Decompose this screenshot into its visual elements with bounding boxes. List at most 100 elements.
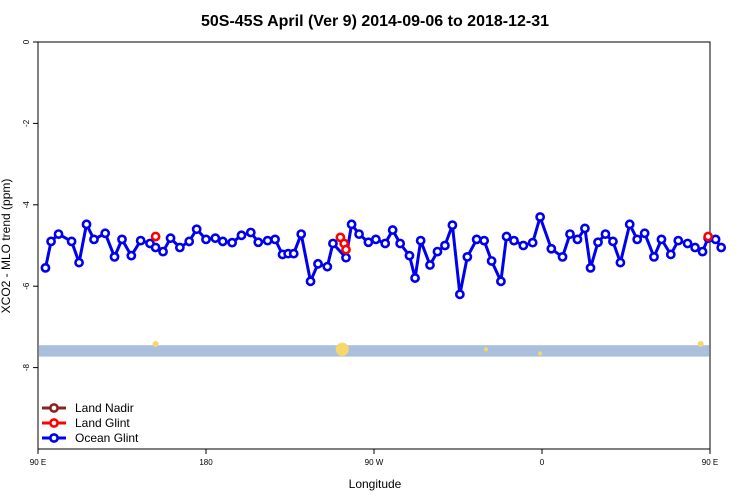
ocean-glint-point xyxy=(454,289,465,300)
ocean-glint-point xyxy=(673,235,684,246)
coverage-mark xyxy=(483,347,489,352)
ocean-glint-point xyxy=(447,220,458,231)
ocean-glint-point xyxy=(415,235,426,246)
ocean-glint-point xyxy=(81,219,92,230)
y-tick-label: 0 xyxy=(22,39,31,44)
ocean-glint-point xyxy=(486,256,497,266)
ocean-glint-point xyxy=(471,234,482,245)
y-tick-label: -4 xyxy=(22,201,31,209)
ocean-glint-point xyxy=(135,235,146,246)
y-tick-label: -6 xyxy=(22,282,31,290)
ocean-glint-point xyxy=(608,236,618,247)
ocean-glint-point xyxy=(632,234,643,245)
y-axis-label: XCO2 - MLO trend (ppm) xyxy=(0,179,13,314)
ocean-glint-point xyxy=(518,240,529,251)
chart-title: 50S-45S April (Ver 9) 2014-09-06 to 2018… xyxy=(201,13,549,30)
ocean-glint-point xyxy=(665,249,676,260)
ocean-glint-point xyxy=(509,235,519,246)
legend-land-nadir-label: Land Nadir xyxy=(75,401,134,415)
coverage-mark xyxy=(538,351,543,356)
ocean-glint-point xyxy=(479,235,490,246)
ocean-glint-point xyxy=(585,262,596,273)
ocean-glint-point xyxy=(501,231,512,242)
coverage-band xyxy=(39,345,709,357)
x-tick-label: 90 W xyxy=(365,458,384,467)
legend-land-nadir-marker xyxy=(49,403,59,413)
ocean-glint-point xyxy=(174,242,185,253)
land-glint-point xyxy=(703,231,714,242)
ocean-glint-point xyxy=(165,233,176,244)
ocean-glint-point xyxy=(150,242,161,253)
ocean-glint-point xyxy=(546,243,557,254)
ocean-glint-point xyxy=(354,229,364,240)
ocean-glint-point xyxy=(649,251,659,262)
coverage-mark xyxy=(335,342,349,356)
ocean-glint-point xyxy=(380,238,391,249)
legend-land-glint-marker xyxy=(49,418,59,428)
ocean-glint-point xyxy=(227,237,238,248)
ocean-glint-point xyxy=(410,273,420,283)
ocean-glint-point xyxy=(615,257,626,268)
x-axis: 90 E 180 90 W 0 90 E xyxy=(30,449,718,467)
ocean-glint-point xyxy=(425,260,435,270)
ocean-glint-point xyxy=(697,246,708,257)
ocean-glint-point xyxy=(253,237,264,248)
ocean-glint-point xyxy=(387,225,398,235)
ocean-glint-point xyxy=(245,227,256,238)
legend-land-glint-label: Land Glint xyxy=(75,416,130,430)
ocean-glint-point xyxy=(328,238,338,249)
legend-ocean-glint-marker xyxy=(49,433,59,443)
ocean-glint-point xyxy=(217,236,228,247)
y-tick-label: -8 xyxy=(22,363,31,371)
ocean-glint-point xyxy=(184,236,195,247)
ocean-glint-point xyxy=(322,261,333,272)
ocean-glint-point xyxy=(313,258,323,269)
ocean-glint-point xyxy=(210,233,221,244)
ocean-glint-point xyxy=(710,234,721,245)
ocean-glint-point xyxy=(288,248,299,259)
ocean-glint-point xyxy=(527,237,538,248)
ocean-glint-point xyxy=(600,229,611,240)
ocean-glint-point xyxy=(100,228,111,239)
ocean-glint-point xyxy=(690,242,700,253)
ocean-glint-point xyxy=(305,276,316,287)
ocean-glint-point xyxy=(363,237,374,248)
ocean-glint-point xyxy=(572,234,583,245)
ocean-glint-point xyxy=(117,234,127,245)
ocean-glint-point xyxy=(341,252,351,263)
ocean-glint-point xyxy=(191,224,202,235)
ocean-glint-point xyxy=(462,251,473,262)
ocean-glint-point xyxy=(593,237,603,248)
ocean-glint-point xyxy=(296,229,307,240)
ocean-glint-point xyxy=(74,257,84,268)
ocean-glint-point xyxy=(716,242,727,253)
x-tick-label: 0 xyxy=(540,458,545,467)
x-tick-label: 180 xyxy=(199,458,213,467)
ocean-glint-point xyxy=(639,228,650,239)
x-axis-label: Longitude xyxy=(349,477,402,491)
ocean-glint-point xyxy=(53,229,64,240)
coverage-mark xyxy=(152,340,159,347)
ocean-glint-point xyxy=(395,238,406,249)
ocean-glint-point xyxy=(535,212,546,222)
x-tick-label: 90 E xyxy=(702,458,718,467)
ocean-glint-point xyxy=(40,262,51,273)
land-glint-point xyxy=(150,231,161,242)
ocean-glint-point xyxy=(656,234,667,245)
ocean-glint-line xyxy=(44,215,723,296)
ocean-glint-point xyxy=(236,230,247,241)
series-layer xyxy=(40,212,727,300)
ocean-glint-point xyxy=(89,234,99,245)
ocean-glint-point xyxy=(126,250,137,261)
ocean-glint-point xyxy=(262,235,273,246)
ocean-glint-point xyxy=(682,238,693,249)
y-axis: 0 -2 -4 -6 -8 xyxy=(22,39,38,371)
ocean-glint-point xyxy=(201,234,211,245)
ocean-glint-point xyxy=(440,240,450,251)
x-tick-label: 90 E xyxy=(30,458,46,467)
legend-ocean-glint-label: Ocean Glint xyxy=(75,431,139,445)
ocean-glint-point xyxy=(370,234,381,245)
coverage-layer xyxy=(39,340,709,357)
